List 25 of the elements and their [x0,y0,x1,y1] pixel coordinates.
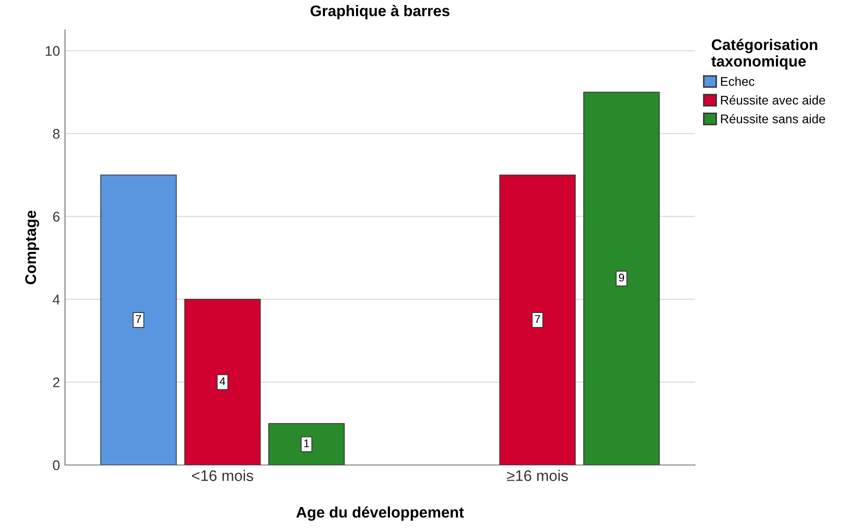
data-label: 7 [534,315,540,323]
y-tick-label: 0 [52,460,60,470]
y-tick-label: 10 [46,46,60,56]
x-tick-label: ≥16 mois [507,470,568,482]
legend-label: Réussite avec aide [721,95,826,105]
x-tick-label: <16 mois [192,470,254,482]
data-label: 1 [304,440,310,448]
data-label: 9 [618,274,624,282]
legend-label: Echec [721,76,754,86]
data-label: 4 [220,377,226,386]
y-tick-label: 8 [53,128,60,139]
chart-title: Graphique à barres [310,4,450,20]
legend-title: Catégorisation taxonomique [711,38,818,70]
x-axis-title: Age du développement [296,506,464,521]
bar [184,298,261,465]
y-axis-title: Comptage [25,210,40,284]
y-tick-label: 4 [52,294,60,304]
y-tick-label: 6 [53,212,60,222]
bar [100,174,177,465]
bar [499,174,576,465]
legend-label: Réussite sans aide [721,114,826,124]
bar [268,423,345,465]
y-tick-label: 2 [53,377,60,388]
data-label: 7 [136,315,142,323]
bar [583,92,660,465]
